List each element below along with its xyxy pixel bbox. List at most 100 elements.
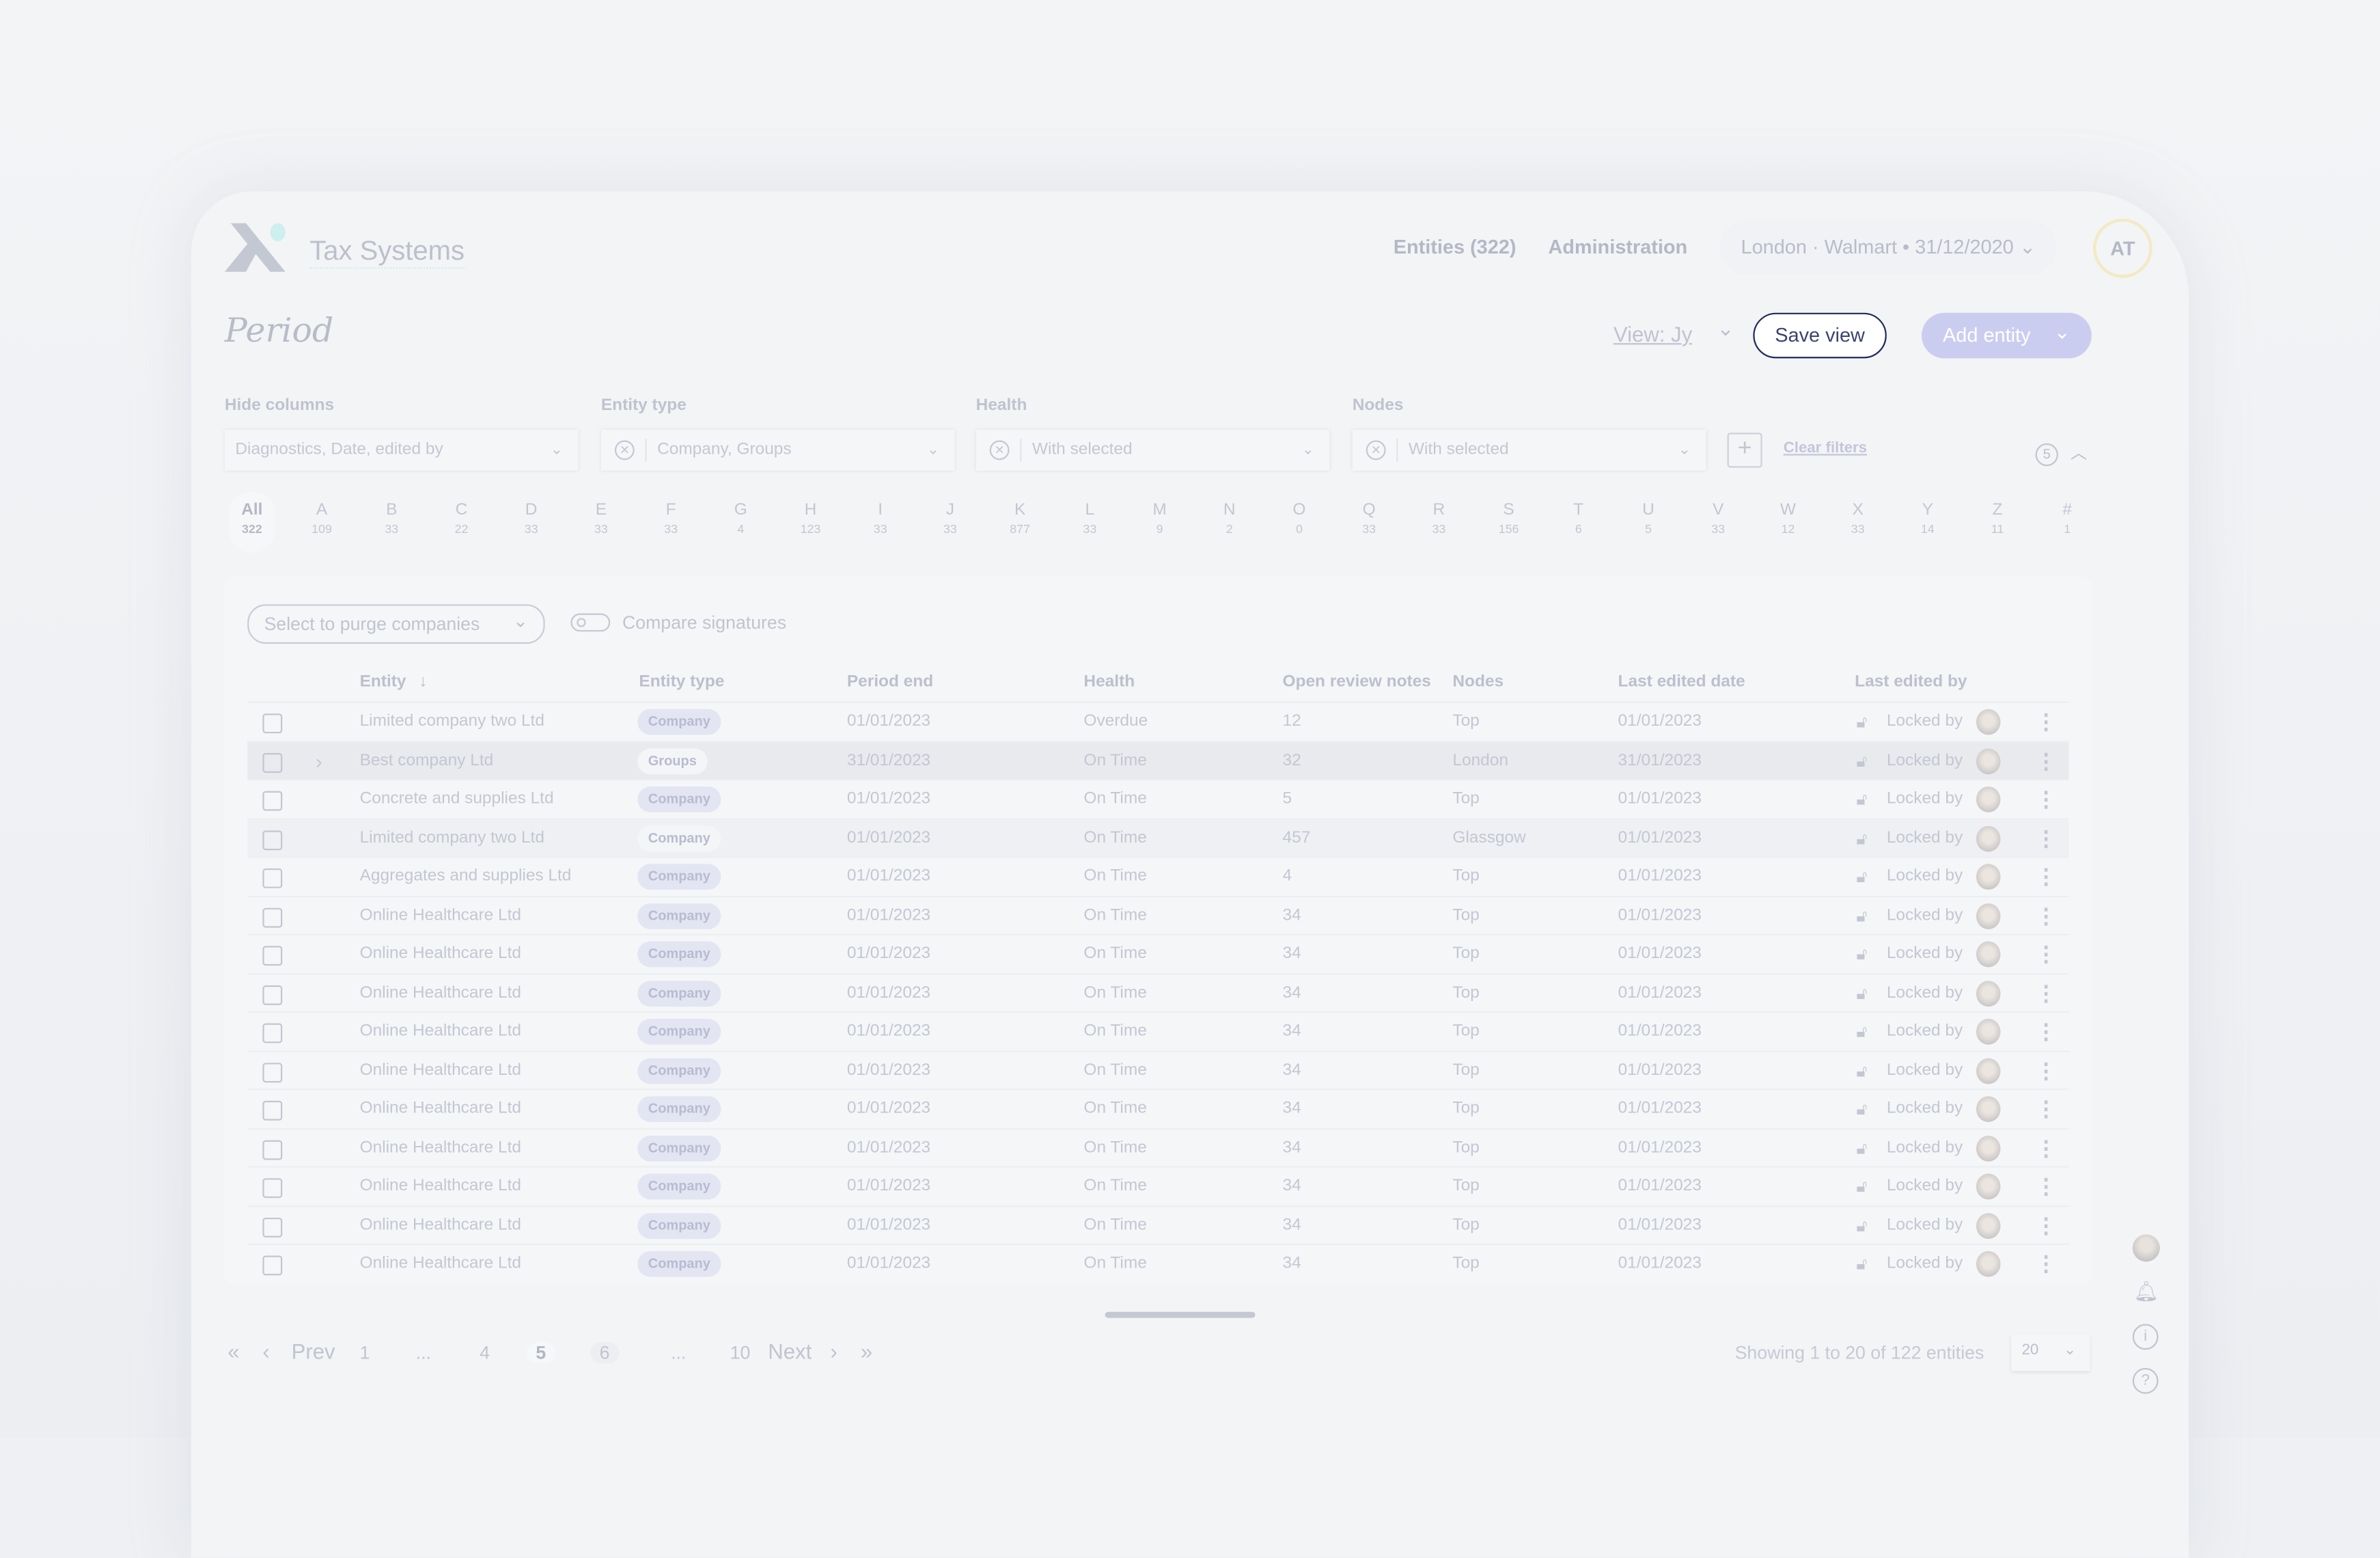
page-10[interactable]: 10 bbox=[730, 1342, 751, 1364]
info-icon[interactable]: i bbox=[2132, 1324, 2159, 1350]
row-checkbox[interactable] bbox=[262, 946, 283, 966]
prev-page-icon[interactable]: ‹ bbox=[262, 1339, 270, 1364]
more-options-icon[interactable]: ⋮ bbox=[2035, 748, 2057, 772]
alphabet-item-All[interactable]: All 322 bbox=[229, 491, 275, 553]
row-checkbox[interactable] bbox=[262, 1178, 283, 1199]
row-checkbox[interactable] bbox=[262, 907, 283, 927]
alphabet-item-X[interactable]: X 33 bbox=[1835, 501, 1881, 536]
table-row[interactable]: Online Healthcare Ltd Company 01/01/2023 On… bbox=[247, 972, 2069, 1012]
clear-icon[interactable]: ✕ bbox=[614, 440, 635, 461]
alphabet-item-K[interactable]: K 877 bbox=[997, 501, 1043, 536]
alphabet-item-L[interactable]: L 33 bbox=[1067, 501, 1113, 536]
alphabet-item-R[interactable]: R 33 bbox=[1416, 501, 1462, 536]
add-filter-button[interactable]: + bbox=[1727, 433, 1762, 468]
row-checkbox[interactable] bbox=[262, 713, 283, 734]
table-row[interactable]: Online Healthcare Ltd Company 01/01/2023 On… bbox=[247, 1011, 2069, 1051]
nav-administration[interactable]: Administration bbox=[1548, 235, 1688, 258]
row-checkbox[interactable] bbox=[262, 1062, 283, 1082]
row-checkbox[interactable] bbox=[262, 984, 283, 1004]
filter-select-0[interactable]: Diagnostics, Date, edited by ⌄ bbox=[224, 429, 579, 471]
alphabet-item-I[interactable]: I 33 bbox=[857, 501, 903, 536]
more-options-icon[interactable]: ⋮ bbox=[2035, 1250, 2057, 1276]
row-checkbox[interactable] bbox=[262, 1100, 283, 1121]
filter-select-1[interactable]: ✕ Company, Groups ⌄ bbox=[600, 429, 955, 471]
alphabet-item-W[interactable]: W 12 bbox=[1765, 501, 1811, 536]
filter-select-3[interactable]: ✕ With selected ⌄ bbox=[1352, 429, 1706, 471]
more-options-icon[interactable]: ⋮ bbox=[2035, 1096, 2057, 1121]
horizontal-scrollbar[interactable] bbox=[1105, 1311, 1256, 1318]
column-header[interactable]: Health bbox=[1083, 672, 1135, 691]
alphabet-item-Z[interactable]: Z 11 bbox=[1975, 501, 2021, 536]
more-options-icon[interactable]: ⋮ bbox=[2035, 1134, 2057, 1160]
row-checkbox[interactable] bbox=[262, 1255, 283, 1276]
alphabet-item-B[interactable]: B 33 bbox=[369, 501, 415, 536]
row-checkbox[interactable] bbox=[262, 1139, 283, 1160]
column-header[interactable]: Entity bbox=[359, 672, 406, 691]
table-row[interactable]: Online Healthcare Ltd Company 01/01/2023 On… bbox=[247, 1089, 2069, 1128]
page-4[interactable]: 4 bbox=[480, 1342, 490, 1364]
page-6[interactable]: 6 bbox=[590, 1342, 619, 1364]
filter-select-2[interactable]: ✕ With selected ⌄ bbox=[975, 429, 1330, 471]
table-row[interactable]: Online Healthcare Ltd Company 01/01/2023 On… bbox=[247, 1127, 2069, 1167]
first-page-icon[interactable]: « bbox=[227, 1339, 240, 1364]
table-row[interactable]: Online Healthcare Ltd Company 01/01/2023 On… bbox=[247, 1166, 2069, 1205]
next-page-icon[interactable]: › bbox=[830, 1339, 838, 1364]
table-row[interactable]: Online Healthcare Ltd Company 01/01/2023 On… bbox=[247, 1205, 2069, 1244]
view-selector[interactable]: View: Jy bbox=[1613, 322, 1693, 346]
more-options-icon[interactable]: ⋮ bbox=[2035, 1173, 2057, 1199]
more-options-icon[interactable]: ⋮ bbox=[2035, 864, 2057, 888]
alphabet-item-E[interactable]: E 33 bbox=[579, 501, 624, 536]
alphabet-item-Q[interactable]: Q 33 bbox=[1346, 501, 1392, 536]
table-row[interactable]: › Best company Ltd Groups 31/01/2023 On Time… bbox=[247, 740, 2069, 780]
more-options-icon[interactable]: ⋮ bbox=[2035, 1057, 2057, 1082]
user-photo-avatar[interactable] bbox=[2132, 1234, 2160, 1262]
more-options-icon[interactable]: ⋮ bbox=[2035, 902, 2057, 927]
row-checkbox[interactable] bbox=[262, 868, 283, 888]
alphabet-item-S[interactable]: S 156 bbox=[1486, 501, 1532, 536]
row-checkbox[interactable] bbox=[262, 1216, 283, 1237]
more-options-icon[interactable]: ⋮ bbox=[2035, 1018, 2057, 1043]
add-entity-button[interactable]: Add entity ⌄ bbox=[1921, 312, 2092, 359]
expand-chevron-icon[interactable]: › bbox=[316, 749, 322, 772]
alphabet-item-V[interactable]: V 33 bbox=[1696, 501, 1741, 536]
alphabet-item-F[interactable]: F 33 bbox=[648, 501, 694, 536]
more-options-icon[interactable]: ⋮ bbox=[2035, 980, 2057, 1004]
compare-signatures-toggle[interactable] bbox=[570, 613, 611, 632]
row-checkbox[interactable] bbox=[262, 1023, 283, 1043]
prev-button[interactable]: Prev bbox=[291, 1339, 335, 1364]
table-row[interactable]: Online Healthcare Ltd Company 01/01/2023 On… bbox=[247, 1050, 2069, 1089]
table-row[interactable]: Limited company two Ltd Company 01/01/2023… bbox=[247, 817, 2069, 858]
table-row[interactable]: Aggregates and supplies Ltd Company 01/01/… bbox=[247, 856, 2069, 896]
clear-icon[interactable]: ✕ bbox=[989, 440, 1010, 461]
context-selector[interactable]: London · Walmart • 31/12/2020 ⌄ bbox=[1719, 220, 2057, 275]
clear-icon[interactable]: ✕ bbox=[1366, 440, 1386, 461]
chevron-up-icon[interactable]: ︿ bbox=[2070, 445, 2088, 463]
alphabet-item-#[interactable]: #1 bbox=[2045, 501, 2090, 536]
column-header[interactable]: Last edited date bbox=[1618, 672, 1745, 691]
last-page-icon[interactable]: » bbox=[860, 1339, 873, 1364]
more-options-icon[interactable]: ⋮ bbox=[2035, 709, 2057, 734]
row-checkbox[interactable] bbox=[262, 791, 283, 811]
column-header[interactable]: Period end bbox=[846, 672, 934, 691]
sort-arrow-down-icon[interactable]: ↓ bbox=[419, 672, 428, 691]
chevron-down-icon[interactable]: ⌄ bbox=[1716, 316, 1735, 340]
help-icon[interactable]: ? bbox=[2132, 1367, 2159, 1394]
alphabet-item-Y[interactable]: Y 14 bbox=[1905, 501, 1950, 536]
page-size-select[interactable]: 20 ⌄ bbox=[2011, 1335, 2090, 1371]
row-checkbox[interactable] bbox=[262, 830, 283, 850]
more-options-icon[interactable]: ⋮ bbox=[2035, 786, 2057, 811]
alphabet-item-C[interactable]: C 22 bbox=[439, 501, 484, 536]
table-row[interactable]: Limited company two Ltd Company 01/01/2023… bbox=[247, 701, 2069, 741]
alphabet-item-D[interactable]: D 33 bbox=[508, 501, 554, 536]
nav-entities[interactable]: Entities (322) bbox=[1393, 235, 1517, 258]
more-options-icon[interactable]: ⋮ bbox=[2035, 1212, 2057, 1237]
next-button[interactable]: Next bbox=[768, 1339, 812, 1364]
clear-filters-link[interactable]: Clear filters bbox=[1783, 440, 1868, 457]
table-row[interactable]: Online Healthcare Ltd Company 01/01/2023 On… bbox=[247, 894, 2069, 935]
more-options-icon[interactable]: ⋮ bbox=[2035, 825, 2057, 850]
alphabet-item-A[interactable]: A 109 bbox=[299, 501, 345, 536]
